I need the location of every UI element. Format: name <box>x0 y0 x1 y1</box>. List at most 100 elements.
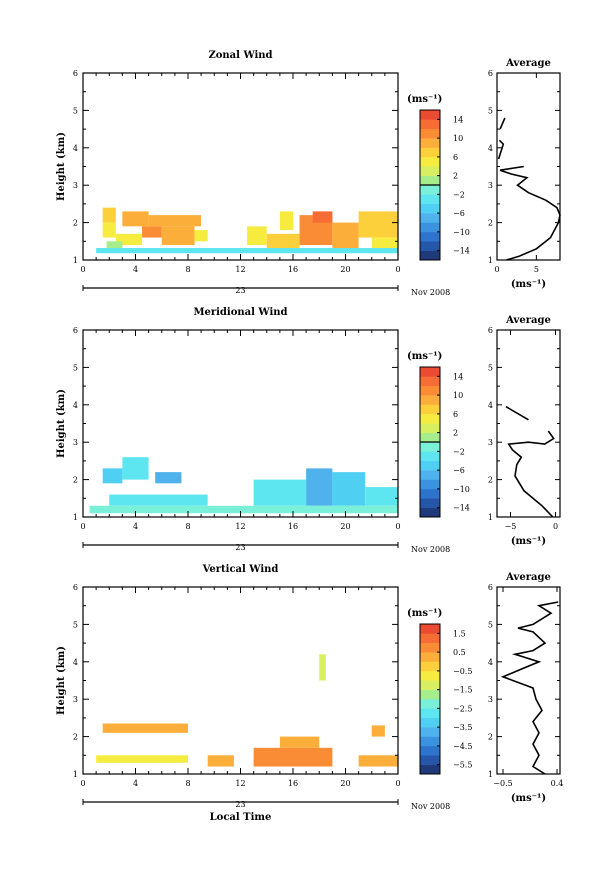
x-tick-label: 0 <box>395 265 400 274</box>
colorbar-tick-label: 10 <box>453 391 463 400</box>
x-tick-label: 12 <box>235 522 245 531</box>
colorbar-swatch <box>420 367 440 377</box>
colorbar-tick-label: −4.5 <box>453 742 472 751</box>
colorbar-swatch <box>420 708 440 719</box>
colorbar-tick-label: −3.5 <box>453 723 472 732</box>
y-tick-label: 5 <box>73 363 78 372</box>
y-tick-label: 3 <box>73 181 78 190</box>
average-title: Average <box>505 58 551 69</box>
colorbar-tick-label: 14 <box>453 372 463 381</box>
colorbar-swatch <box>420 432 440 443</box>
heatmap-cell <box>306 468 333 506</box>
heatmap-cell <box>148 215 202 227</box>
x-tick-label: 12 <box>235 265 245 274</box>
heatmap-cell <box>102 723 188 733</box>
heatmap-cell <box>122 211 149 227</box>
x-tick-label: 8 <box>185 522 190 531</box>
date-month-label: Nov 2008 <box>411 545 450 554</box>
x-tick-label: 8 <box>185 265 190 274</box>
date-day-label: 23 <box>235 286 245 295</box>
average-x-tick-label: −5 <box>505 522 517 531</box>
x-tick-label: 0 <box>395 779 400 788</box>
average-y-tick-label: 2 <box>488 476 493 485</box>
colorbar-label: (ms⁻¹) <box>407 608 442 619</box>
average-y-tick-label: 6 <box>488 326 493 335</box>
y-tick-label: 3 <box>73 695 78 704</box>
heatmap-cell <box>106 241 123 249</box>
average-x-label: (ms⁻¹) <box>511 536 546 547</box>
average-title: Average <box>505 572 551 583</box>
colorbar-tick-label: −6 <box>453 209 465 218</box>
heatmap-cell <box>122 457 149 480</box>
colorbar-swatch <box>420 755 440 765</box>
colorbar-swatch <box>420 661 440 672</box>
colorbar-frame <box>419 623 441 775</box>
x-tick-label: 16 <box>288 522 298 531</box>
colorbar-swatch <box>420 652 440 662</box>
average-profile-line <box>507 430 555 518</box>
average-y-tick-label: 1 <box>488 256 493 265</box>
heatmap-cell <box>371 237 398 249</box>
average-frame <box>496 586 561 775</box>
colorbar-label: (ms⁻¹) <box>407 94 442 105</box>
colorbar-swatch <box>420 633 440 644</box>
colorbar-swatch <box>420 194 440 205</box>
average-x-label: (ms⁻¹) <box>511 793 546 804</box>
heatmap-cell <box>115 233 143 246</box>
y-axis-label: Height (km) <box>56 389 67 458</box>
colorbar-swatch <box>420 451 440 462</box>
heatmap-cell <box>253 479 307 506</box>
x-tick-label: 12 <box>235 779 245 788</box>
x-tick-label: 16 <box>288 265 298 274</box>
colorbar-tick-label: −2 <box>453 447 465 456</box>
colorbar-swatch <box>420 156 440 167</box>
heatmap-cell <box>102 468 123 484</box>
y-tick-label: 6 <box>73 69 78 78</box>
colorbar-swatch <box>420 460 440 471</box>
y-tick-label: 6 <box>73 583 78 592</box>
colorbar-swatch <box>420 624 440 634</box>
average-frame <box>496 329 561 518</box>
heatmap-cell <box>358 755 398 767</box>
colorbar-swatch <box>420 498 440 508</box>
heatmap-cell <box>142 226 162 238</box>
average-profile: Average 1 2 3 4 5 6 −0.5 0.4 (ms⁻¹) <box>488 572 563 804</box>
heatmap-cell <box>371 725 385 737</box>
y-tick-label: 5 <box>73 106 78 115</box>
average-x-tick-label: 0 <box>494 265 499 274</box>
x-tick-label: 0 <box>395 522 400 531</box>
y-tick-label: 4 <box>73 144 78 153</box>
heatmap-cells <box>89 457 398 514</box>
heatmap-cell <box>207 755 234 767</box>
average-x-label: (ms⁻¹) <box>511 279 546 290</box>
average-y-tick-label: 4 <box>488 658 493 667</box>
x-tick-label: 0 <box>80 522 85 531</box>
colorbar-swatch <box>420 175 440 186</box>
average-y-tick-label: 4 <box>488 401 493 410</box>
x-tick-label: 0 <box>80 265 85 274</box>
y-tick-label: 1 <box>73 770 78 779</box>
y-tick-label: 5 <box>73 620 78 629</box>
colorbar-swatch <box>420 507 440 518</box>
average-profile-line <box>505 406 529 421</box>
y-tick-label: 2 <box>73 476 78 485</box>
y-axis-label: Height (km) <box>56 132 67 201</box>
average-y-tick-label: 5 <box>488 363 493 372</box>
heatmap-cell <box>332 472 366 506</box>
x-tick-label: 8 <box>185 779 190 788</box>
colorbar-swatch <box>420 479 440 490</box>
colorbar-swatch <box>420 745 440 756</box>
average-title: Average <box>505 315 551 326</box>
average-frame <box>496 72 561 261</box>
heatmap-cell <box>161 226 195 246</box>
x-tick-label: 0 <box>80 779 85 788</box>
colorbar-tick-label: 1.5 <box>453 629 466 638</box>
heatmap-cell <box>365 487 398 506</box>
colorbar-swatch <box>420 250 440 261</box>
heatmap-cell <box>102 207 116 223</box>
heatmap-cell <box>194 230 208 242</box>
panel-title: Meridional Wind <box>193 307 287 318</box>
colorbar: 14 10 6 2 −2 −6 −10 −14 (ms⁻¹) <box>407 94 470 261</box>
x-tick-label: 16 <box>288 779 298 788</box>
